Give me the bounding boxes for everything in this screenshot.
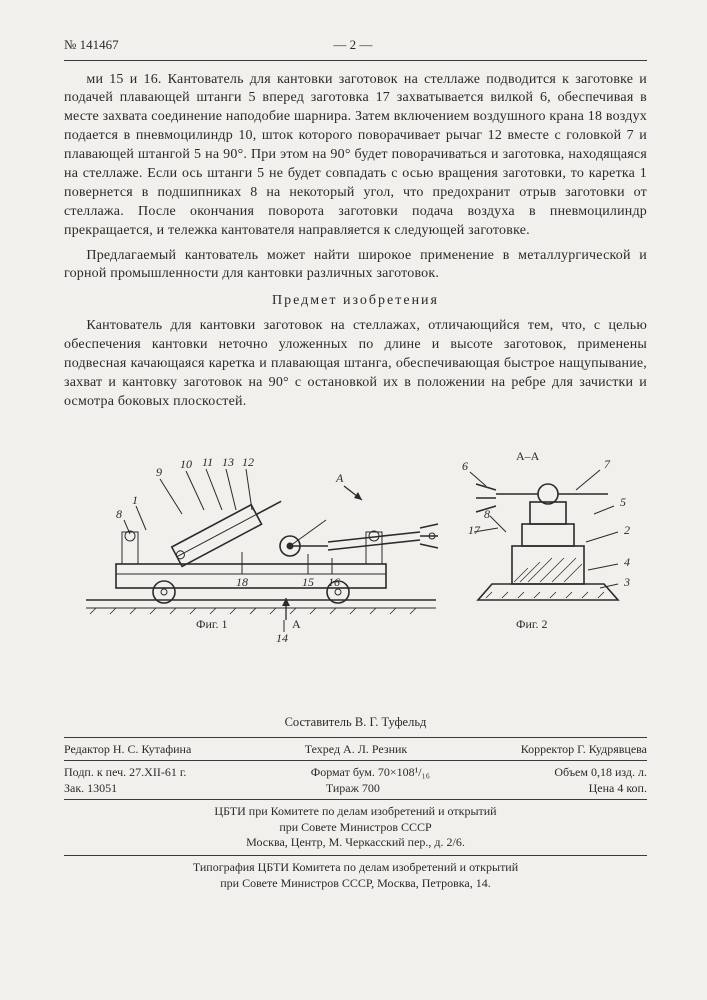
price: Цена 4 коп. [589, 780, 647, 796]
page: № 141467 — 2 — ми 15 и 16. Кантователь д… [0, 0, 707, 1000]
colophon-table: Редактор Н. С. Кутафина Техред А. Л. Рез… [64, 737, 647, 801]
fig1-label: Фиг. 1 [196, 617, 227, 631]
fig2-label: Фиг. 2 [516, 617, 547, 631]
callout-7: 7 [604, 457, 611, 471]
callout-14: 14 [276, 631, 288, 645]
callout-8b: 8 [484, 507, 490, 521]
print-date: Подп. к печ. 27.XII-61 г. [64, 764, 186, 780]
techred: Техред А. Л. Резник [305, 741, 408, 757]
callout-1: 1 [132, 493, 138, 507]
print-run: Тираж 700 [326, 780, 380, 796]
volume: Объем 0,18 изд. л. [554, 764, 647, 780]
header-rule [64, 60, 647, 61]
section-a-label: A [292, 617, 301, 631]
running-head: № 141467 — 2 — [64, 36, 647, 54]
paragraph-1: ми 15 и 16. Кантователь для кантовки заг… [64, 71, 647, 241]
order-no: Зак. 13051 [64, 780, 117, 796]
callout-17: 17 [468, 523, 481, 537]
page-number: — 2 — [333, 36, 372, 54]
imprint-line-4: Типография ЦБТИ Комитета по делам изобре… [64, 860, 647, 876]
paragraph-claim: Кантователь для кантовки заготовок на ст… [64, 317, 647, 411]
callout-8: 8 [116, 507, 122, 521]
figure-svg: 9 10 11 13 12 A 8 1 18 15 16 14 Фиг. 1 A… [76, 424, 636, 646]
imprint-line-5: при Совете Министров СССР, Москва, Петро… [64, 876, 647, 892]
figure-panel: 9 10 11 13 12 A 8 1 18 15 16 14 Фиг. 1 A… [76, 424, 636, 646]
paragraph-2: Предлагаемый кантователь может найти шир… [64, 247, 647, 285]
imprint-line-3: Москва, Центр, М. Черкасский пер., д. 2/… [64, 835, 647, 851]
callout-11: 11 [202, 455, 213, 469]
section-aa-label: A–A [516, 449, 540, 463]
callout-15: 15 [302, 575, 314, 589]
callout-9: 9 [156, 465, 162, 479]
callout-16: 16 [328, 575, 340, 589]
imprint-line-2: при Совете Министров СССР [64, 820, 647, 836]
callout-10: 10 [180, 457, 192, 471]
format: Формат бум. 70×108¹/₁₆ [311, 764, 430, 780]
colophon-row-3: Зак. 13051 Тираж 700 Цена 4 коп. [64, 780, 647, 796]
callout-12: 12 [242, 455, 254, 469]
doc-number: № 141467 [64, 36, 119, 54]
callout-18: 18 [236, 575, 248, 589]
callout-4: 4 [624, 555, 630, 569]
callout-6: 6 [462, 459, 468, 473]
editor: Редактор Н. С. Кутафина [64, 741, 191, 757]
callout-3: 3 [623, 575, 630, 589]
imprint-line-1: ЦБТИ при Комитете по делам изобретений и… [64, 804, 647, 820]
composer-line: Составитель В. Г. Туфельд [64, 714, 647, 731]
imprint-block: ЦБТИ при Комитете по делам изобретений и… [64, 804, 647, 891]
callout-5: 5 [620, 495, 626, 509]
callout-13: 13 [222, 455, 234, 469]
colophon-row-1: Редактор Н. С. Кутафина Техред А. Л. Рез… [64, 741, 647, 757]
colophon-row-2: Подп. к печ. 27.XII-61 г. Формат бум. 70… [64, 764, 647, 780]
claims-heading: Предмет изобретения [64, 292, 647, 311]
corrector: Корректор Г. Кудрявцева [521, 741, 647, 757]
callout-a-arrow: A [335, 471, 344, 485]
callout-2: 2 [624, 523, 630, 537]
